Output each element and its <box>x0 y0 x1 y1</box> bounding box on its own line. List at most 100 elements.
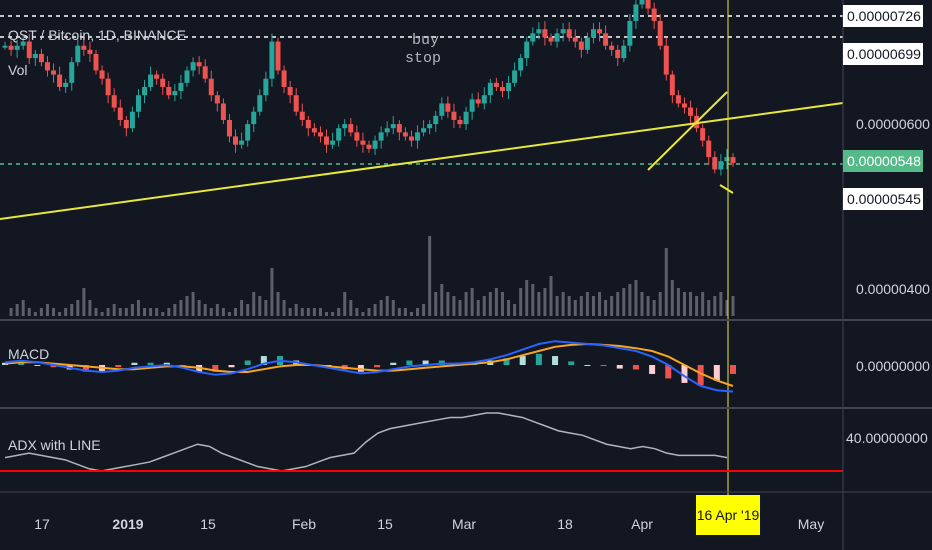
candle-body <box>293 95 299 112</box>
macd-histogram-bar <box>519 356 526 365</box>
volume-bar <box>470 288 474 316</box>
macd-histogram-bar <box>390 362 397 365</box>
candle-body <box>245 124 251 141</box>
volume-bar <box>676 288 680 316</box>
volume-bar <box>428 236 432 316</box>
candle-body <box>172 91 178 96</box>
volume-bar <box>434 292 438 316</box>
candle-body <box>239 140 245 145</box>
candle-body <box>69 62 75 83</box>
candle-body <box>117 107 123 120</box>
candle-body <box>220 103 226 120</box>
volume-bar <box>422 304 426 316</box>
macd-histogram-bar <box>632 365 639 370</box>
candle-body <box>542 29 548 38</box>
volume-bar <box>416 308 420 316</box>
candle-body <box>706 140 712 158</box>
candle-body <box>524 41 530 59</box>
volume-bar <box>403 308 407 316</box>
volume-bar <box>519 288 523 316</box>
volume-bar <box>500 292 504 316</box>
candle-body <box>226 119 232 137</box>
volume-bar <box>652 300 656 316</box>
volume-bar <box>318 308 322 316</box>
candlesticks <box>2 0 736 176</box>
volume-bar <box>15 304 19 316</box>
macd-histogram-bar <box>503 358 510 365</box>
volume-bar <box>149 308 153 316</box>
macd-histogram-bar <box>422 360 429 365</box>
volume-bar <box>209 308 213 316</box>
volume-bar <box>331 312 335 316</box>
volume-bar <box>525 280 529 316</box>
macd-histogram-bar <box>147 362 154 365</box>
volume-bar <box>300 308 304 316</box>
candle-body <box>700 128 706 141</box>
candle-body <box>615 49 621 59</box>
volume-bar <box>373 304 377 316</box>
candle-body <box>26 41 32 59</box>
volume-bar <box>173 304 177 316</box>
volume-bar <box>203 304 207 316</box>
volume-bar <box>367 308 371 316</box>
volume-bar <box>701 292 705 316</box>
volume-bar <box>409 312 413 316</box>
candle-body <box>724 157 730 162</box>
candle-body <box>93 53 99 71</box>
volume-bar <box>391 300 395 316</box>
candle-body <box>597 29 603 34</box>
volume-bar <box>288 308 292 316</box>
macd-histogram-bar <box>2 362 8 365</box>
volume-bar <box>227 312 231 316</box>
volume-bar <box>513 304 517 316</box>
macd-histogram-bar <box>584 365 591 366</box>
volume-bar <box>537 292 541 316</box>
macd-histogram-bar <box>713 365 720 381</box>
volume-bar <box>27 308 31 316</box>
volume-bar <box>452 296 456 316</box>
candle-body <box>251 111 257 125</box>
volume-bar <box>507 300 511 316</box>
candle-body <box>451 111 457 120</box>
adx-axis-value: 40.00000000 <box>846 430 928 446</box>
candle-body <box>129 111 135 129</box>
macd-label[interactable]: MACD <box>8 346 50 362</box>
candle-body <box>305 119 311 129</box>
candle-body <box>427 124 433 129</box>
macd-histogram-bar <box>616 365 623 369</box>
macd-histogram-bar <box>18 362 25 365</box>
candle-body <box>439 103 445 116</box>
volume-bar <box>240 300 244 316</box>
candle-body <box>396 124 402 133</box>
volume-bar <box>191 292 195 316</box>
volume-bar <box>88 300 92 316</box>
current-price-label: 0.00000548 <box>843 150 923 172</box>
candle-body <box>123 119 129 129</box>
candle-body <box>190 62 196 71</box>
time-tick-0: 17 <box>34 516 50 532</box>
signal-line <box>4 342 734 387</box>
candle-body <box>518 58 524 71</box>
volume-bars <box>9 236 735 316</box>
volume-bar <box>106 308 110 316</box>
candle-body <box>415 132 421 141</box>
adx-label[interactable]: ADX with LINE <box>8 437 101 453</box>
candle-body <box>354 132 360 141</box>
candle-body <box>336 128 342 141</box>
volume-bar <box>130 304 134 316</box>
volume-bar <box>494 288 498 316</box>
macd-histogram-bar <box>163 362 170 365</box>
symbol-title[interactable]: QST / Bitcoin, 1D, BINANCE <box>8 27 186 43</box>
volume-bar <box>258 296 262 316</box>
candle-body <box>548 37 554 42</box>
volume-bar <box>725 300 729 316</box>
macd-histogram-bar <box>228 365 235 368</box>
candle-body <box>421 128 427 133</box>
candle-body <box>87 49 93 54</box>
volume-label[interactable]: Vol <box>8 62 28 78</box>
volume-bar <box>682 292 686 316</box>
volume-bar <box>276 292 280 316</box>
candle-body <box>457 119 463 125</box>
